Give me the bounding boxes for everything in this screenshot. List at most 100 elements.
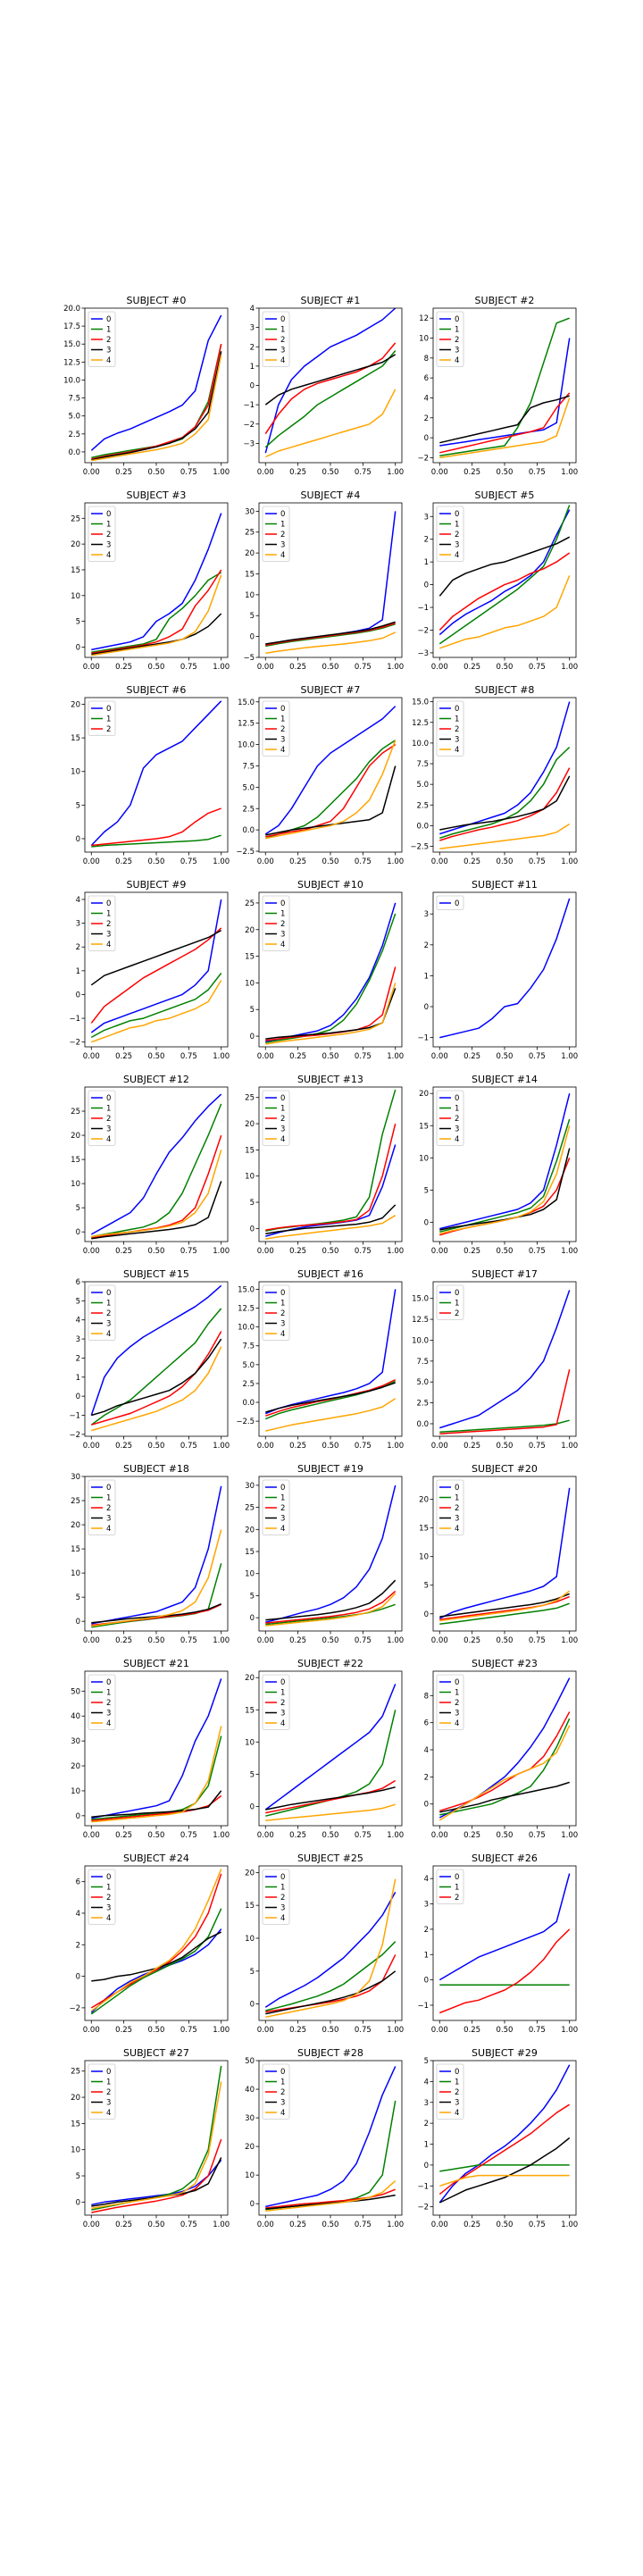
- x-tick-label: 0.50: [497, 2026, 514, 2035]
- x-tick-label: 1.00: [387, 2221, 404, 2229]
- y-tick-label: 12.5: [412, 1316, 429, 1325]
- x-tick-label: 0.50: [148, 1247, 165, 1256]
- legend-label-2: 2: [106, 1894, 111, 1903]
- x-tick-label: 0.50: [497, 1442, 514, 1451]
- legend-label-4: 4: [106, 356, 111, 365]
- series-line-3: [439, 1781, 570, 1813]
- x-tick-label: 0.75: [355, 1247, 372, 1256]
- legend-label-0: 0: [106, 510, 111, 519]
- x-tick-label: 0.50: [322, 468, 339, 477]
- legend-label-1: 1: [280, 1105, 285, 1114]
- series-line-4: [265, 740, 397, 840]
- x-tick-label: 0.50: [148, 2221, 165, 2229]
- legend-label-2: 2: [106, 1115, 111, 1124]
- legend-label-0: 0: [280, 1678, 285, 1687]
- y-tick-label: 0: [76, 1973, 80, 1982]
- series-line-3: [265, 621, 396, 645]
- series-line-3: [265, 765, 397, 836]
- legend-label-1: 1: [280, 715, 285, 724]
- legend-label-1: 1: [455, 1300, 459, 1309]
- y-tick-label: −3: [417, 649, 429, 658]
- subplot-18: SUBJECT #180.00 0.25 0.50 0.75 1.00051015202…: [71, 1463, 230, 1645]
- legend-label-4: 4: [280, 1914, 285, 1923]
- subplot-1: SUBJECT #10.00 0.25 0.50 0.75 1.00−3−2−10123…: [243, 295, 404, 477]
- series-line-1: [90, 1908, 222, 2015]
- x-tick-label: 0.00: [431, 1247, 448, 1256]
- legend-label-3: 3: [280, 1125, 285, 1134]
- x-tick-label: 1.00: [387, 857, 404, 866]
- legend-label-2: 2: [280, 2088, 285, 2097]
- series-line-4: [439, 1590, 571, 1622]
- legend-label-1: 1: [455, 326, 459, 335]
- series-line-2: [91, 1603, 222, 1627]
- y-tick-label: 20: [419, 1090, 429, 1099]
- legend-label-0: 0: [106, 2068, 111, 2077]
- x-tick-label: 1.00: [213, 2026, 230, 2035]
- series-line-1: [439, 2164, 570, 2172]
- subplot-13: SUBJECT #130.00 0.25 0.50 0.75 1.00051015202…: [245, 1074, 404, 1256]
- series-line-0: [91, 513, 222, 651]
- y-tick-label: 5.0: [416, 1378, 429, 1387]
- y-tick-label: 20: [71, 1132, 80, 1141]
- y-tick-label: 25: [245, 899, 255, 908]
- series-line-2: [439, 392, 571, 454]
- y-tick-label: 5: [250, 1006, 255, 1015]
- legend-label-0: 0: [106, 1094, 111, 1103]
- x-tick-label: 1.00: [387, 1831, 404, 1840]
- legend-label-1: 1: [455, 1884, 459, 1893]
- x-tick-label: 0.75: [180, 1831, 197, 1840]
- y-tick-label: 12.5: [412, 719, 429, 728]
- x-tick-label: 0.50: [148, 1052, 165, 1061]
- legend-label-0: 0: [280, 1289, 285, 1298]
- y-tick-label: 10.0: [412, 1336, 429, 1345]
- y-tick-label: −1: [417, 2182, 429, 2191]
- y-tick-label: 20: [71, 540, 80, 549]
- legend-label-0: 0: [280, 705, 285, 714]
- y-tick-label: 15: [245, 1706, 255, 1715]
- legend-label-0: 0: [106, 315, 111, 324]
- y-tick-label: 40: [71, 1712, 80, 1721]
- x-tick-label: 0.75: [529, 663, 546, 672]
- subplot-title: SUBJECT #0: [127, 295, 187, 306]
- y-tick-label: 4: [424, 1875, 429, 1884]
- y-tick-label: −5: [243, 654, 255, 663]
- x-tick-label: 0.00: [83, 1442, 100, 1451]
- series-line-1: [265, 913, 397, 1043]
- series-line-3: [439, 775, 571, 831]
- x-tick-label: 0.75: [529, 1247, 546, 1256]
- legend-label-2: 2: [455, 725, 459, 734]
- legend-label-4: 4: [280, 1719, 285, 1728]
- series-line-0: [90, 1093, 222, 1235]
- x-tick-label: 0.00: [83, 1636, 100, 1645]
- legend-label-1: 1: [280, 910, 285, 919]
- x-tick-label: 1.00: [387, 1247, 404, 1256]
- x-tick-label: 0.75: [529, 1831, 546, 1840]
- y-tick-label: 15: [71, 2120, 80, 2129]
- x-tick-label: 0.75: [180, 1636, 197, 1645]
- x-tick-label: 0.75: [529, 1442, 546, 1451]
- y-tick-label: 0.0: [68, 448, 80, 457]
- y-tick-label: 20: [245, 1526, 255, 1535]
- y-tick-label: 6: [424, 1719, 429, 1728]
- series-line-4: [265, 1878, 397, 2019]
- x-tick-label: 1.00: [387, 2026, 404, 2035]
- subplot-title: SUBJECT #7: [301, 684, 361, 696]
- x-tick-label: 1.00: [213, 1831, 230, 1840]
- x-tick-label: 0.25: [289, 663, 306, 672]
- y-tick-label: 3: [76, 1335, 80, 1344]
- series-line-3: [91, 613, 222, 656]
- y-tick-label: 0: [250, 1033, 255, 1041]
- legend-label-4: 4: [106, 2109, 111, 2118]
- legend-label-3: 3: [106, 931, 111, 940]
- subplot-5: SUBJECT #50.00 0.25 0.50 0.75 1.00−3−2−10123…: [417, 489, 578, 672]
- legend-label-3: 3: [455, 2099, 459, 2108]
- series-line-0: [265, 2066, 397, 2208]
- y-tick-label: 7.5: [68, 395, 80, 404]
- legend-label-3: 3: [280, 1710, 285, 1719]
- series-line-1: [91, 1735, 222, 1820]
- series-line-4: [265, 631, 397, 655]
- y-tick-label: 0: [424, 1801, 429, 1810]
- y-tick-label: 10: [71, 1787, 80, 1796]
- y-tick-label: 15.0: [412, 698, 429, 707]
